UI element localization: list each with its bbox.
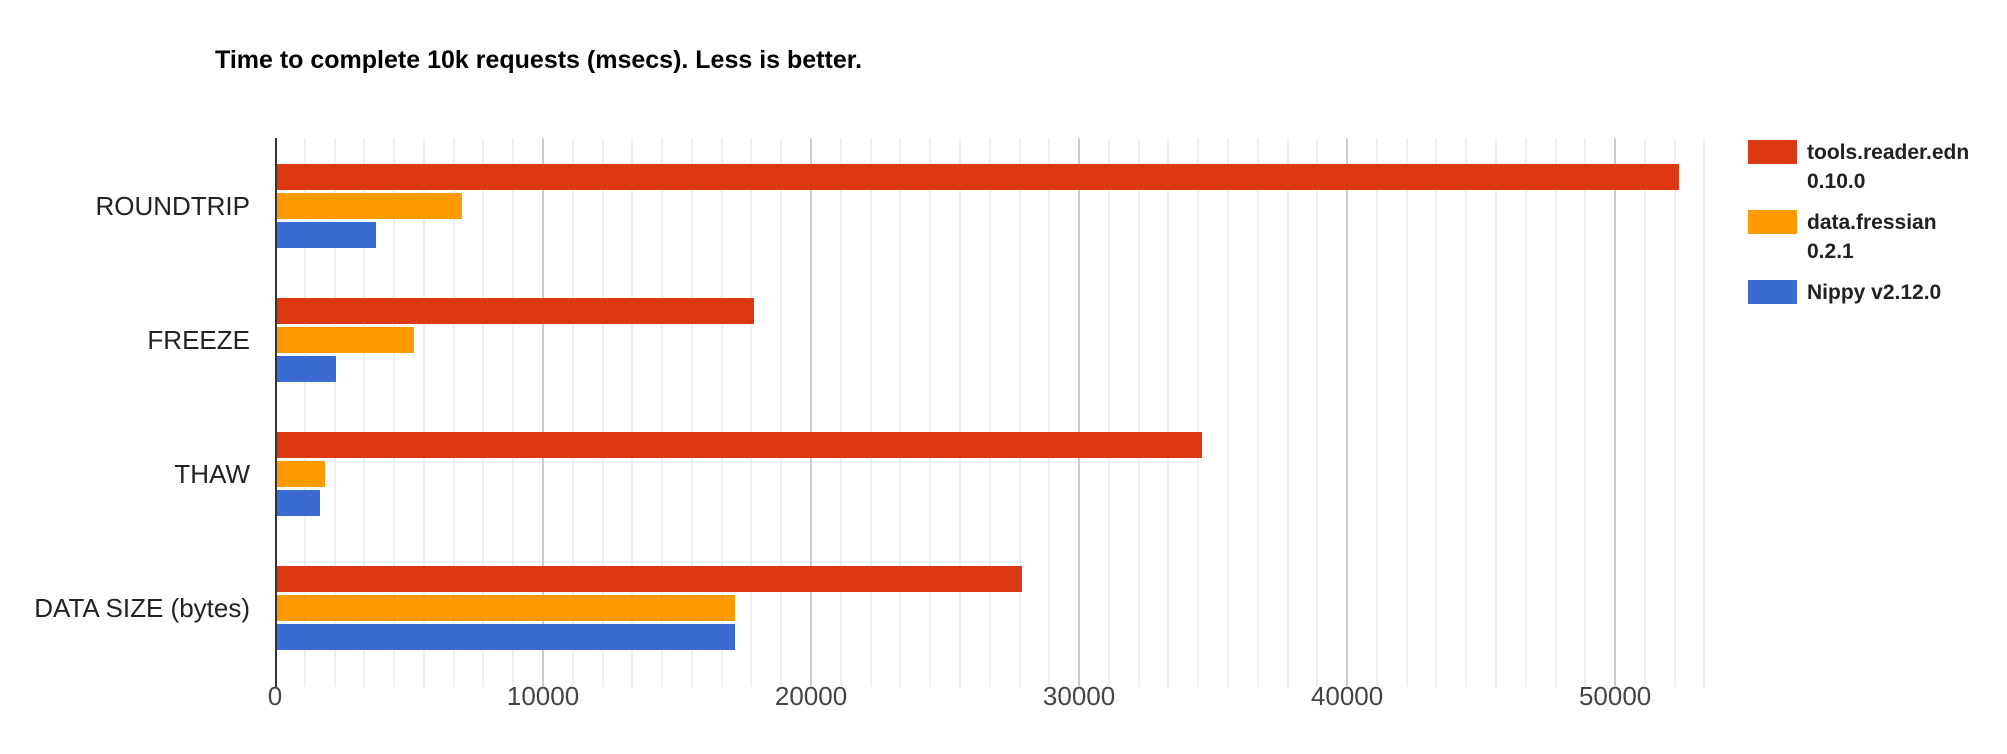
bar-roundtrip-series-0[interactable] xyxy=(277,164,1679,190)
axis-baseline xyxy=(275,138,277,687)
major-gridline xyxy=(1346,138,1349,687)
minor-gridline xyxy=(1197,138,1200,687)
category-label: FREEZE xyxy=(147,325,250,355)
minor-gridline xyxy=(512,138,515,687)
minor-gridline xyxy=(1226,138,1229,687)
minor-gridline xyxy=(393,138,396,687)
minor-gridline xyxy=(422,138,425,687)
category-label: THAW xyxy=(174,459,250,489)
minor-gridline xyxy=(690,138,693,687)
minor-gridline xyxy=(1286,138,1289,687)
minor-gridline xyxy=(363,138,366,687)
minor-gridline xyxy=(780,138,783,687)
minor-gridline xyxy=(1107,138,1110,687)
category-label: DATA SIZE (bytes) xyxy=(34,593,250,623)
legend-label: data.fressian 0.2.1 xyxy=(1807,211,1937,263)
major-gridline xyxy=(1614,138,1617,687)
minor-gridline xyxy=(1316,138,1319,687)
minor-gridline xyxy=(869,138,872,687)
bar-roundtrip-series-1[interactable] xyxy=(277,193,462,219)
minor-gridline xyxy=(1643,138,1646,687)
legend-swatch xyxy=(1748,210,1797,234)
minor-gridline xyxy=(750,138,753,687)
plot-area xyxy=(275,138,1725,687)
bar-data-size-bytes-series-2[interactable] xyxy=(277,624,735,650)
minor-gridline xyxy=(1137,138,1140,687)
minor-gridline xyxy=(1375,138,1378,687)
minor-gridline xyxy=(1494,138,1497,687)
minor-gridline xyxy=(1435,138,1438,687)
minor-gridline xyxy=(303,138,306,687)
minor-gridline xyxy=(1018,138,1021,687)
major-gridline xyxy=(810,138,813,687)
minor-gridline xyxy=(1554,138,1557,687)
minor-gridline xyxy=(1524,138,1527,687)
bar-freeze-series-0[interactable] xyxy=(277,298,754,324)
legend-swatch xyxy=(1748,140,1797,164)
minor-gridline xyxy=(482,138,485,687)
minor-gridline xyxy=(1167,138,1170,687)
minor-gridline xyxy=(958,138,961,687)
minor-gridline xyxy=(631,138,634,687)
minor-gridline xyxy=(601,138,604,687)
bar-thaw-series-0[interactable] xyxy=(277,432,1202,458)
legend-label: Nippy v2.12.0 xyxy=(1807,281,1942,304)
minor-gridline xyxy=(1405,138,1408,687)
minor-gridline xyxy=(1584,138,1587,687)
legend-item-2[interactable]: Nippy v2.12.0 xyxy=(1748,278,2003,307)
bar-freeze-series-2[interactable] xyxy=(277,356,336,382)
minor-gridline xyxy=(720,138,723,687)
minor-gridline xyxy=(1673,138,1676,687)
minor-gridline xyxy=(1256,138,1259,687)
bar-thaw-series-1[interactable] xyxy=(277,461,325,487)
bar-data-size-bytes-series-0[interactable] xyxy=(277,566,1022,592)
minor-gridline xyxy=(929,138,932,687)
chart-title: Time to complete 10k requests (msecs). L… xyxy=(215,46,863,74)
legend-swatch xyxy=(1748,280,1797,304)
minor-gridline xyxy=(661,138,664,687)
minor-gridline xyxy=(1703,138,1706,687)
minor-gridline xyxy=(899,138,902,687)
minor-gridline xyxy=(452,138,455,687)
minor-gridline xyxy=(988,138,991,687)
bar-thaw-series-2[interactable] xyxy=(277,490,320,516)
legend-label: tools.reader.edn 0.10.0 xyxy=(1807,141,1970,193)
bar-roundtrip-series-2[interactable] xyxy=(277,222,376,248)
major-gridline xyxy=(542,138,545,687)
minor-gridline xyxy=(1465,138,1468,687)
major-gridline xyxy=(1078,138,1081,687)
minor-gridline xyxy=(839,138,842,687)
category-label: ROUNDTRIP xyxy=(95,191,250,221)
minor-gridline xyxy=(571,138,574,687)
bar-freeze-series-1[interactable] xyxy=(277,327,414,353)
minor-gridline xyxy=(333,138,336,687)
legend: tools.reader.edn 0.10.0 data.fressian 0.2.1… xyxy=(1748,138,2003,319)
bar-data-size-bytes-series-1[interactable] xyxy=(277,595,735,621)
minor-gridline xyxy=(1048,138,1051,687)
legend-item-1[interactable]: data.fressian 0.2.1 xyxy=(1748,208,2003,266)
legend-item-0[interactable]: tools.reader.edn 0.10.0 xyxy=(1748,138,2003,196)
x-tick-label: 0 xyxy=(267,681,283,711)
